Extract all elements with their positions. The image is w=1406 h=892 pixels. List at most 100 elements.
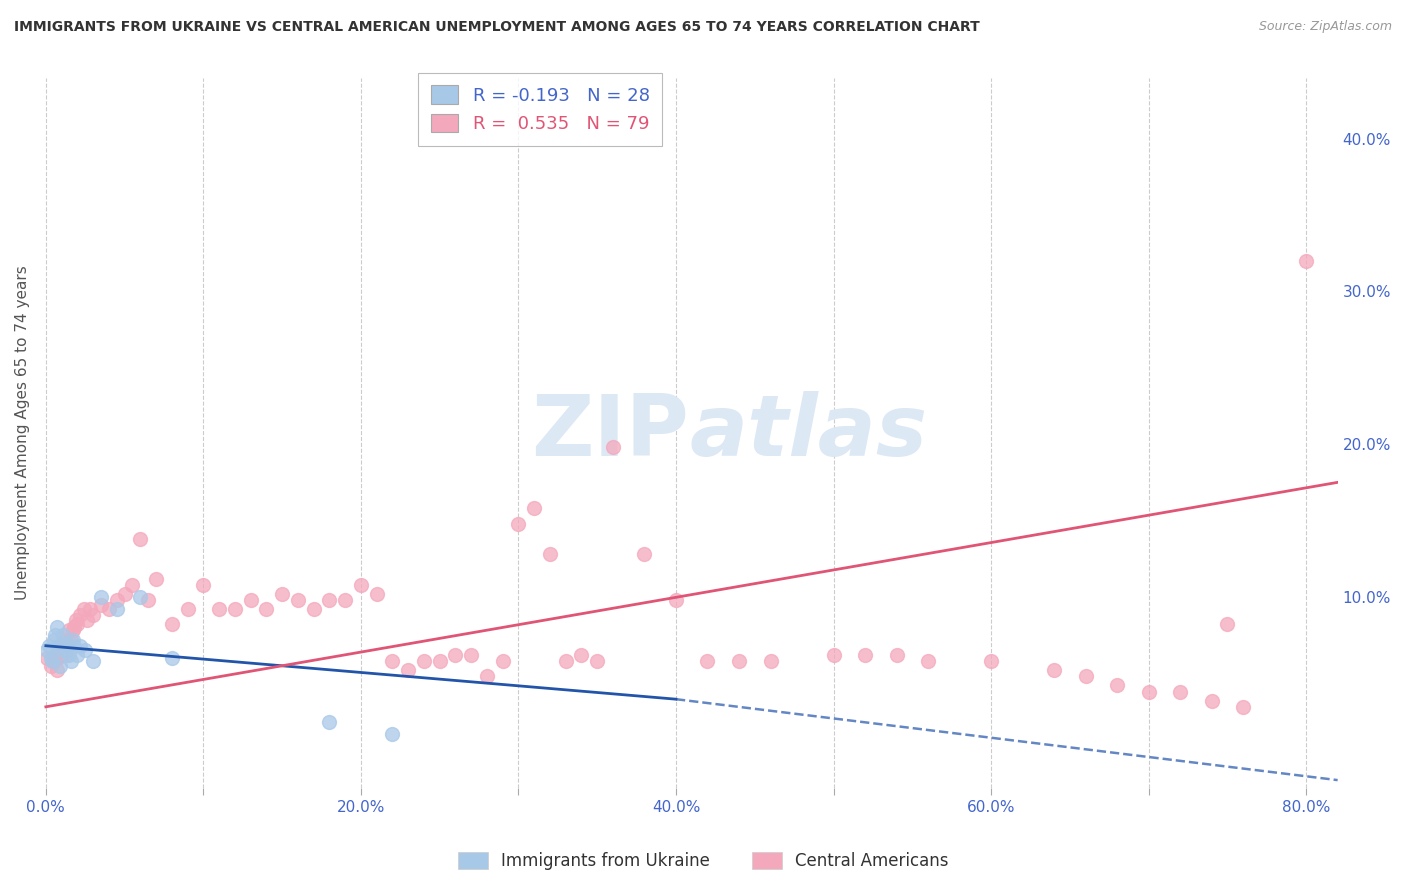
Point xyxy=(823,648,845,662)
Point xyxy=(602,440,624,454)
Point xyxy=(69,608,91,623)
Point xyxy=(53,632,76,647)
Point xyxy=(381,654,404,668)
Point xyxy=(82,654,104,668)
Legend: R = -0.193   N = 28, R =  0.535   N = 79: R = -0.193 N = 28, R = 0.535 N = 79 xyxy=(419,72,662,145)
Legend: Immigrants from Ukraine, Central Americans: Immigrants from Ukraine, Central America… xyxy=(451,845,955,877)
Point xyxy=(318,593,340,607)
Point xyxy=(208,602,231,616)
Point xyxy=(63,620,86,634)
Point xyxy=(82,608,104,623)
Point xyxy=(396,663,419,677)
Point xyxy=(39,658,62,673)
Point xyxy=(980,654,1002,668)
Point xyxy=(44,628,66,642)
Point xyxy=(90,598,112,612)
Point xyxy=(58,648,80,662)
Point xyxy=(333,593,356,607)
Point xyxy=(759,654,782,668)
Text: ZIP: ZIP xyxy=(531,392,689,475)
Point xyxy=(633,547,655,561)
Point xyxy=(38,639,60,653)
Point xyxy=(49,639,72,653)
Point xyxy=(48,639,70,653)
Point xyxy=(52,628,75,642)
Point xyxy=(350,577,373,591)
Point xyxy=(41,654,63,668)
Point xyxy=(1043,663,1066,677)
Point xyxy=(665,593,688,607)
Point xyxy=(523,501,546,516)
Point xyxy=(121,577,143,591)
Point xyxy=(56,639,79,653)
Point xyxy=(1074,669,1097,683)
Point xyxy=(475,669,498,683)
Point xyxy=(136,593,159,607)
Point xyxy=(571,648,593,662)
Point xyxy=(160,651,183,665)
Point xyxy=(53,636,76,650)
Point xyxy=(381,727,404,741)
Point xyxy=(45,663,67,677)
Point xyxy=(917,654,939,668)
Point xyxy=(56,639,79,653)
Point xyxy=(48,651,70,665)
Point xyxy=(63,639,86,653)
Point xyxy=(51,648,73,662)
Point xyxy=(1168,684,1191,698)
Text: Source: ZipAtlas.com: Source: ZipAtlas.com xyxy=(1258,20,1392,33)
Point xyxy=(413,654,436,668)
Point xyxy=(853,648,876,662)
Point xyxy=(508,516,530,531)
Point xyxy=(239,593,262,607)
Point xyxy=(1201,694,1223,708)
Point xyxy=(90,590,112,604)
Point xyxy=(145,572,167,586)
Point xyxy=(318,715,340,730)
Point xyxy=(76,613,98,627)
Point xyxy=(460,648,482,662)
Point xyxy=(176,602,198,616)
Point xyxy=(66,617,89,632)
Point xyxy=(62,632,84,647)
Text: IMMIGRANTS FROM UKRAINE VS CENTRAL AMERICAN UNEMPLOYMENT AMONG AGES 65 TO 74 YEA: IMMIGRANTS FROM UKRAINE VS CENTRAL AMERI… xyxy=(14,20,980,34)
Point xyxy=(51,643,73,657)
Point xyxy=(287,593,309,607)
Point xyxy=(1295,254,1317,268)
Point xyxy=(52,639,75,653)
Point xyxy=(105,602,128,616)
Point xyxy=(65,613,87,627)
Point xyxy=(114,587,136,601)
Text: atlas: atlas xyxy=(689,392,928,475)
Point xyxy=(1232,699,1254,714)
Point xyxy=(728,654,751,668)
Point xyxy=(1216,617,1239,632)
Point xyxy=(366,587,388,601)
Point xyxy=(254,602,277,616)
Point xyxy=(444,648,467,662)
Point xyxy=(429,654,451,668)
Point xyxy=(62,624,84,638)
Point xyxy=(60,632,83,647)
Point xyxy=(39,651,62,665)
Point xyxy=(271,587,294,601)
Point xyxy=(69,639,91,653)
Point xyxy=(97,602,120,616)
Point xyxy=(60,654,83,668)
Point xyxy=(696,654,718,668)
Point xyxy=(554,654,576,668)
Point xyxy=(37,643,59,657)
Point xyxy=(44,648,66,662)
Point xyxy=(66,648,89,662)
Point xyxy=(492,654,515,668)
Point xyxy=(160,617,183,632)
Point xyxy=(55,648,77,662)
Point xyxy=(586,654,609,668)
Point xyxy=(79,602,101,616)
Y-axis label: Unemployment Among Ages 65 to 74 years: Unemployment Among Ages 65 to 74 years xyxy=(15,265,30,600)
Point xyxy=(129,532,152,546)
Point xyxy=(224,602,246,616)
Point xyxy=(45,620,67,634)
Point xyxy=(42,654,65,668)
Point xyxy=(129,590,152,604)
